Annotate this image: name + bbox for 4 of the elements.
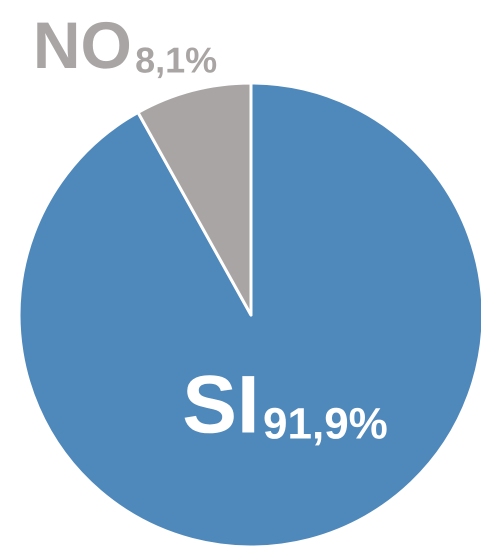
data-label: 91,9% — [263, 400, 388, 448]
data-label: 8,1% — [135, 40, 218, 80]
slice-label: NO — [32, 8, 132, 82]
slice-label: SI — [182, 360, 260, 450]
